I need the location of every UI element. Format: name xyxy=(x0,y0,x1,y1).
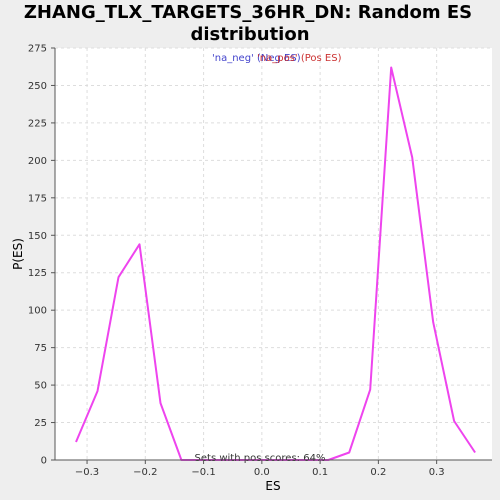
plot-area xyxy=(55,48,492,460)
legend: 'na_neg' (Neg ES) 'na_pos' (Pos ES) xyxy=(212,53,342,64)
y-ticks: 0 25 50 75 100 125 150 175 200 225 250 275 xyxy=(28,44,55,467)
legend-entry-pos: 'na_pos' (Pos ES) xyxy=(257,53,342,64)
y-tick-label: 75 xyxy=(34,343,47,354)
x-tick-label: 0.3 xyxy=(429,467,445,478)
x-axis-label: ES xyxy=(265,479,280,493)
y-tick-label: 225 xyxy=(28,118,47,129)
x-tick-label: 0.2 xyxy=(370,467,386,478)
annotation-pos-scores: Sets with pos scores: 64% xyxy=(195,453,326,464)
y-tick-label: 200 xyxy=(28,156,47,167)
y-tick-label: 100 xyxy=(28,306,47,317)
y-tick-label: 50 xyxy=(34,381,47,392)
y-tick-label: 275 xyxy=(28,44,47,55)
x-tick-label: −0.2 xyxy=(133,467,157,478)
y-tick-label: 125 xyxy=(28,268,47,279)
x-tick-label: 0.1 xyxy=(312,467,328,478)
x-tick-label: 0.0 xyxy=(254,467,270,478)
x-tick-label: −0.1 xyxy=(191,467,215,478)
chart-title-line-2: distribution xyxy=(190,24,309,45)
y-tick-label: 175 xyxy=(28,193,47,204)
y-tick-label: 25 xyxy=(34,418,47,429)
chart-title: ZHANG_TLX_TARGETS_36HR_DN: Random ES xyxy=(24,2,472,23)
y-tick-label: 150 xyxy=(28,231,47,242)
y-tick-label: 0 xyxy=(41,456,47,467)
x-tick-label: −0.3 xyxy=(75,467,99,478)
y-tick-label: 250 xyxy=(28,81,47,92)
legend-entry-neg: 'na_neg' (Neg ES) xyxy=(212,53,301,64)
y-axis-label: P(ES) xyxy=(11,238,25,270)
x-ticks: −0.3 −0.2 −0.1 0.0 0.1 0.2 0.3 xyxy=(75,460,445,478)
